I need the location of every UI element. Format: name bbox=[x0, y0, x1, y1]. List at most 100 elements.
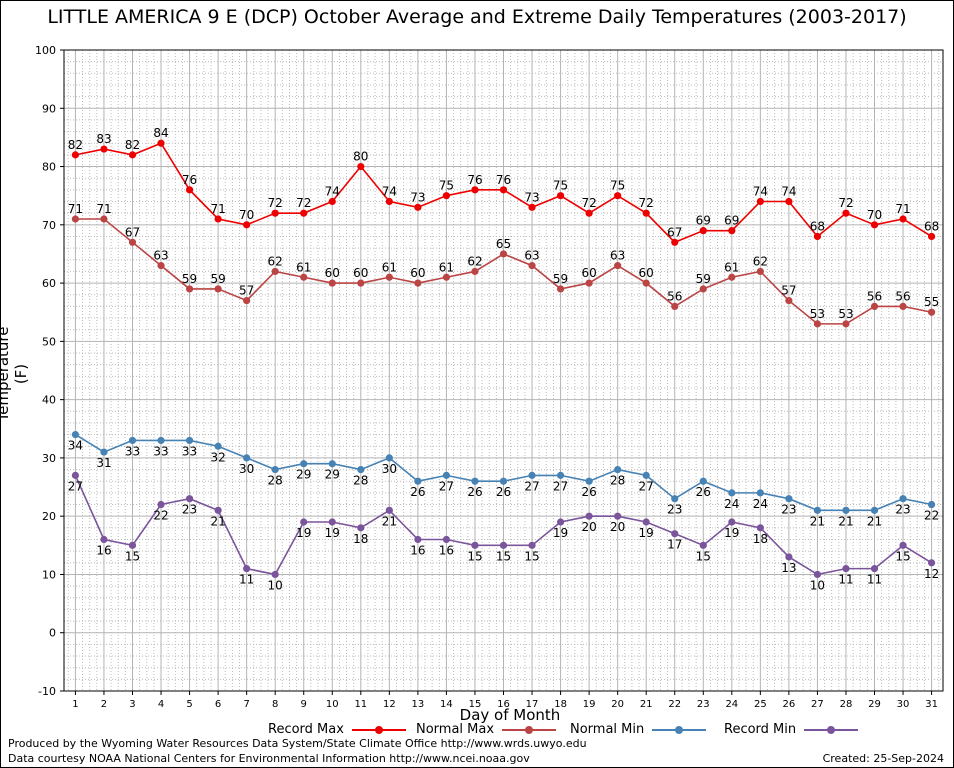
x-tick-label: 6 bbox=[215, 699, 221, 710]
data-label-record-max: 83 bbox=[96, 132, 111, 146]
y-tick-label: 60 bbox=[42, 277, 56, 290]
data-label-record-min: 16 bbox=[439, 543, 454, 557]
y-tick-label: 0 bbox=[49, 627, 56, 640]
point-normal-max bbox=[442, 273, 451, 281]
point-record-max bbox=[214, 215, 222, 223]
x-tick-label: 16 bbox=[497, 699, 510, 710]
point-normal-max bbox=[157, 262, 165, 270]
data-label-record-max: 72 bbox=[581, 196, 596, 210]
data-label-record-min: 17 bbox=[667, 538, 682, 552]
series-record-max: 82 83 82 84 76 71 70 72 72 74 80 74 73 75 76 76 73 75 72 75… bbox=[68, 126, 939, 246]
data-label-normal-min: 24 bbox=[724, 497, 739, 511]
data-label-record-max: 76 bbox=[182, 173, 197, 187]
point-record-max bbox=[699, 227, 707, 235]
data-label-record-min: 15 bbox=[524, 549, 539, 563]
point-normal-min bbox=[442, 471, 451, 479]
point-normal-max bbox=[642, 279, 650, 287]
point-record-max bbox=[528, 203, 536, 211]
grid bbox=[64, 49, 943, 692]
point-record-min bbox=[471, 541, 479, 549]
data-label-record-max: 70 bbox=[867, 208, 882, 222]
data-label-record-min: 22 bbox=[153, 509, 168, 523]
data-label-record-max: 68 bbox=[810, 219, 825, 233]
x-tick-label: 23 bbox=[697, 699, 710, 710]
point-normal-min bbox=[128, 436, 137, 445]
data-label-normal-max: 60 bbox=[639, 266, 654, 280]
point-record-max bbox=[271, 209, 279, 217]
data-label-normal-max: 57 bbox=[781, 284, 796, 298]
point-normal-max bbox=[556, 285, 565, 293]
point-normal-max bbox=[100, 215, 108, 223]
x-tick-label: 27 bbox=[811, 699, 824, 710]
data-label-normal-max: 67 bbox=[125, 225, 140, 239]
data-label-normal-max: 60 bbox=[581, 266, 596, 280]
x-tick-label: 1 bbox=[72, 699, 78, 710]
data-label-normal-min: 34 bbox=[68, 439, 83, 453]
data-label-normal-max: 56 bbox=[867, 289, 882, 303]
data-label-normal-min: 31 bbox=[96, 456, 111, 470]
data-label-record-max: 76 bbox=[467, 173, 482, 187]
data-label-normal-max: 55 bbox=[924, 295, 939, 309]
data-label-record-min: 19 bbox=[724, 526, 739, 540]
data-label-normal-min: 29 bbox=[325, 468, 340, 482]
point-normal-min bbox=[385, 454, 393, 462]
legend-record-max-label: Record Max bbox=[268, 722, 344, 737]
chart-title: LITTLE AMERICA 9 E (DCP) October Average… bbox=[47, 6, 907, 28]
point-record-max bbox=[471, 186, 479, 194]
y-tick-label: 80 bbox=[42, 161, 56, 174]
point-normal-max bbox=[328, 279, 336, 287]
footer-data-courtesy: Data courtesy NOAA National Centers for … bbox=[8, 752, 530, 765]
data-label-record-min: 18 bbox=[353, 532, 368, 546]
point-record-max bbox=[499, 186, 508, 194]
point-normal-max bbox=[185, 285, 194, 293]
legend-record-max: Record Max bbox=[268, 722, 406, 737]
point-normal-min bbox=[870, 506, 879, 514]
data-label-normal-min: 23 bbox=[667, 503, 682, 517]
point-normal-min bbox=[785, 495, 793, 503]
data-label-record-min: 15 bbox=[895, 549, 910, 563]
footer-produced-by: Produced by the Wyoming Water Resources … bbox=[8, 737, 587, 750]
point-record-min bbox=[813, 570, 822, 579]
data-label-record-max: 72 bbox=[639, 196, 654, 210]
data-label-normal-min: 26 bbox=[467, 485, 482, 499]
point-record-min bbox=[614, 512, 622, 520]
point-normal-max bbox=[271, 267, 279, 276]
point-record-max bbox=[642, 209, 650, 217]
y-tick-label: -10 bbox=[38, 685, 56, 698]
data-label-normal-max: 60 bbox=[410, 266, 425, 280]
data-label-record-max: 75 bbox=[439, 179, 454, 193]
point-normal-max bbox=[471, 267, 479, 276]
data-label-record-min: 16 bbox=[410, 543, 425, 557]
point-normal-min bbox=[642, 471, 650, 479]
point-record-max bbox=[71, 151, 80, 159]
point-normal-min bbox=[214, 442, 222, 450]
point-normal-min bbox=[157, 436, 165, 445]
data-label-normal-max: 59 bbox=[553, 272, 568, 286]
data-label-normal-min: 23 bbox=[895, 503, 910, 517]
point-record-min bbox=[357, 524, 365, 532]
point-record-min bbox=[328, 518, 336, 526]
data-label-normal-min: 21 bbox=[867, 514, 882, 528]
point-record-min bbox=[243, 565, 251, 573]
legend-normal-min: Normal Min bbox=[570, 722, 707, 737]
y-tick-label: 90 bbox=[42, 102, 56, 115]
point-record-min bbox=[442, 535, 451, 544]
point-normal-max bbox=[899, 302, 907, 310]
point-record-min bbox=[699, 541, 707, 549]
point-record-max bbox=[243, 221, 251, 229]
data-label-normal-min: 28 bbox=[268, 474, 283, 488]
point-normal-min bbox=[927, 500, 936, 509]
data-label-record-max: 73 bbox=[524, 190, 539, 204]
x-axis-label: Day of Month bbox=[459, 706, 561, 724]
point-record-min bbox=[642, 518, 650, 526]
data-label-normal-max: 62 bbox=[467, 254, 482, 268]
data-label-record-min: 19 bbox=[639, 526, 654, 540]
point-normal-min bbox=[499, 477, 508, 485]
point-normal-max bbox=[414, 279, 422, 287]
data-label-normal-min: 28 bbox=[353, 474, 368, 488]
point-normal-max bbox=[728, 273, 736, 281]
x-tick-label: 8 bbox=[272, 699, 278, 710]
point-record-max bbox=[300, 209, 308, 217]
data-label-record-min: 10 bbox=[268, 578, 283, 592]
